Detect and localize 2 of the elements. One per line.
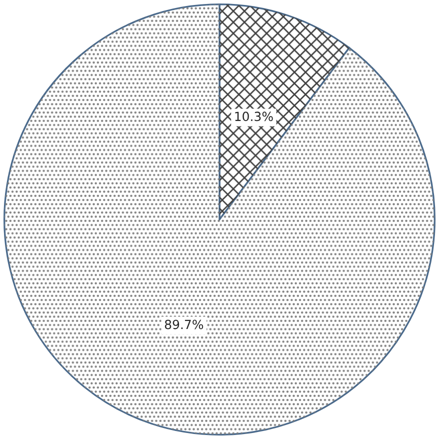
data-label: 10.3% [235,112,273,122]
data-label: 89.7% [164,320,204,330]
